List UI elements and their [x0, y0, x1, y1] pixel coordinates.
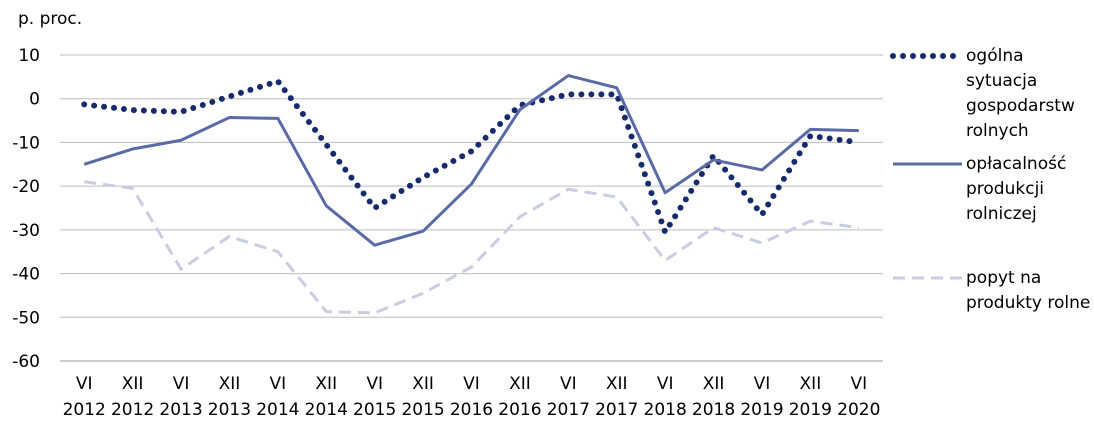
- x-tick-label: VI 2013: [159, 374, 202, 420]
- y-axis-label: p. proc.: [18, 9, 82, 29]
- x-tick-label-line: 2017: [547, 400, 590, 420]
- x-tick-label-line: 2015: [401, 400, 444, 420]
- x-tick-label-line: 2012: [111, 400, 154, 420]
- series-line: [81, 78, 862, 236]
- x-tick-label-line: XII: [606, 374, 628, 394]
- x-tick-label-line: VI: [850, 374, 867, 394]
- x-tick-label: XII 2018: [692, 374, 735, 420]
- y-tick-label: -10: [12, 133, 40, 153]
- x-tick-label-line: 2014: [305, 400, 348, 420]
- x-tick-label-line: 2016: [498, 400, 541, 420]
- legend-label: popyt na produkty rolne: [966, 268, 1091, 313]
- x-tick-label-line: VI: [657, 374, 674, 394]
- x-tick-label-line: VI: [366, 374, 383, 394]
- x-tick-label-line: XII: [219, 374, 241, 394]
- y-tick-label: -60: [12, 352, 40, 372]
- x-tick-label-line: 2015: [353, 400, 396, 420]
- x-tick-label: VI 2014: [256, 374, 299, 420]
- x-tick-label: XII 2013: [208, 374, 251, 420]
- x-tick-label-line: 2012: [63, 400, 106, 420]
- x-tick-label-line: 2018: [692, 400, 735, 420]
- y-tick-label: -30: [12, 221, 40, 241]
- x-tick-label-line: XII: [412, 374, 434, 394]
- y-tick-label: 0: [29, 90, 40, 110]
- x-tick-label-line: 2019: [789, 400, 832, 420]
- x-tick-label-line: 2020: [837, 400, 880, 420]
- x-tick-label: VI 2019: [740, 374, 783, 420]
- x-tick-label: VI 2012: [63, 374, 106, 420]
- x-tick-label-line: XII: [122, 374, 144, 394]
- x-tick-label-line: 2018: [644, 400, 687, 420]
- x-tick-label: XII 2019: [789, 374, 832, 420]
- x-tick-label-line: VI: [754, 374, 771, 394]
- x-tick-label-line: XII: [800, 374, 822, 394]
- y-tick-label: -50: [12, 308, 40, 328]
- y-tick-label: -40: [12, 265, 40, 285]
- x-tick-label-line: 2014: [256, 400, 299, 420]
- x-tick-label-line: 2017: [595, 400, 638, 420]
- x-tick-label: VI 2020: [837, 374, 880, 420]
- y-tick-label: 10: [18, 46, 40, 66]
- legend-label: ogólna sytuacja gospodarstw rolnych: [966, 46, 1075, 141]
- series-line: [84, 180, 859, 315]
- x-tick-label: XII 2014: [305, 374, 348, 420]
- x-tick-label: XII 2012: [111, 374, 154, 420]
- x-tick-label-line: VI: [270, 374, 287, 394]
- x-tick-label-line: 2013: [208, 400, 251, 420]
- x-tick-label-line: XII: [315, 374, 337, 394]
- series-line: [83, 74, 859, 247]
- x-tick-label: XII 2017: [595, 374, 638, 420]
- x-tick-label-line: VI: [76, 374, 93, 394]
- x-tick-label-line: VI: [463, 374, 480, 394]
- x-tick-label-line: 2013: [159, 400, 202, 420]
- x-tick-label: VI 2016: [450, 374, 493, 420]
- x-tick-label-line: VI: [560, 374, 577, 394]
- y-tick-label: -20: [12, 177, 40, 197]
- x-tick-label-line: VI: [173, 374, 190, 394]
- x-tick-label: VI 2017: [547, 374, 590, 420]
- x-tick-label: XII 2015: [401, 374, 444, 420]
- x-tick-label-line: 2016: [450, 400, 493, 420]
- x-tick-label-line: 2019: [740, 400, 783, 420]
- x-tick-label-line: XII: [703, 374, 725, 394]
- x-tick-label: XII 2016: [498, 374, 541, 420]
- legend-label: opłacalność produkcji rolniczej: [966, 154, 1067, 224]
- x-tick-label-line: XII: [509, 374, 531, 394]
- x-tick-label: VI 2015: [353, 374, 396, 420]
- x-tick-label: VI 2018: [644, 374, 687, 420]
